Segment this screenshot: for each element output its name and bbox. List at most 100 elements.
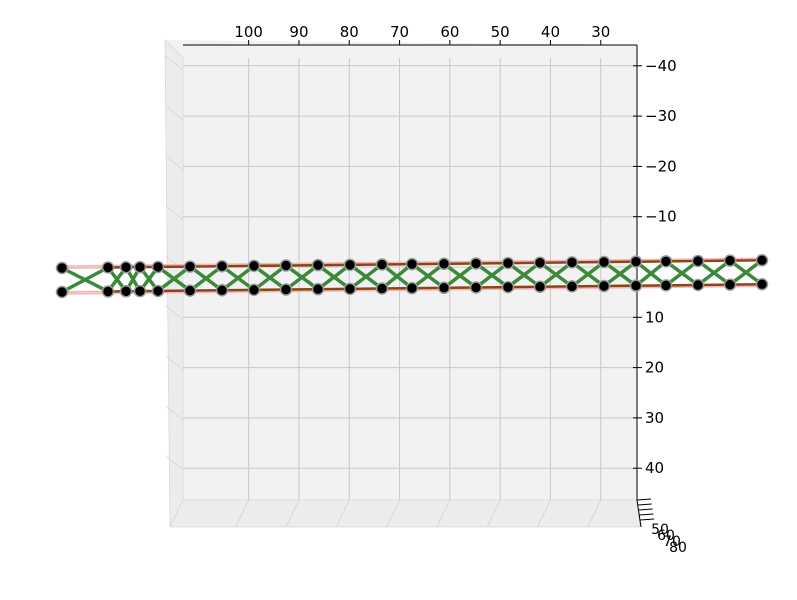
side-grid — [165, 55, 184, 71]
depth-tick-label: 50 — [651, 522, 669, 538]
truss-structure — [55, 254, 769, 299]
right-tick-label: −30 — [645, 107, 677, 125]
pane-face — [183, 58, 637, 500]
truss-node — [405, 281, 419, 295]
diagonal-member — [664, 259, 700, 287]
top-axis-ticks: 100 90 80 70 60 50 40 30 — [234, 23, 610, 45]
truss-node — [247, 259, 261, 273]
floor-grid — [587, 499, 602, 528]
truss-node — [533, 256, 547, 269]
side-grid — [165, 405, 184, 421]
diagonal-member — [252, 264, 288, 292]
top-tick-label: 80 — [340, 23, 359, 41]
right-tick-label: −10 — [645, 208, 677, 226]
floor-grid — [537, 499, 551, 528]
side-grid — [165, 155, 184, 171]
diagonal-member — [696, 259, 732, 287]
truss-node — [565, 256, 579, 269]
truss-node — [279, 259, 293, 272]
diagonal-member — [728, 258, 764, 287]
truss-node — [659, 279, 673, 292]
truss-node — [151, 284, 165, 298]
diagonal-member — [634, 259, 668, 288]
top-tick-label: 50 — [491, 23, 510, 41]
truss-node — [279, 283, 293, 296]
truss-node — [151, 260, 165, 274]
right-tick-label: −40 — [645, 57, 677, 75]
right-tick-label: 10 — [645, 308, 664, 326]
depth-tick-mark — [637, 503, 652, 506]
top-tick-label: 70 — [390, 23, 409, 41]
diagonal-member — [410, 262, 446, 290]
floor-grid — [285, 499, 300, 528]
depth-tick-mark — [636, 498, 652, 501]
diagonal-member — [380, 262, 414, 290]
top-tick-label: 100 — [234, 23, 263, 41]
floor-grid — [486, 499, 501, 528]
diagonal-member — [538, 260, 574, 289]
top-tick-label: 40 — [541, 23, 560, 41]
diagonal-member — [188, 264, 224, 292]
truss-node — [723, 278, 737, 291]
truss-node — [133, 284, 147, 298]
truss-node — [501, 280, 515, 294]
end-chord — [61, 290, 109, 293]
right-tick-label: −20 — [645, 157, 677, 175]
diagonal-member — [156, 265, 192, 293]
diagonal-member — [284, 263, 320, 291]
truss-node — [101, 285, 115, 298]
truss-node — [183, 284, 197, 297]
depth-tick-label: 80 — [669, 540, 687, 556]
axis-lines — [183, 44, 642, 528]
floor-grid — [386, 499, 400, 528]
side-grid — [165, 355, 184, 371]
truss-node — [597, 279, 611, 293]
diagonal-member — [316, 263, 352, 291]
side-grid — [165, 205, 184, 221]
truss-node — [437, 281, 451, 295]
truss-node — [343, 282, 357, 296]
right-tick-label: 20 — [645, 359, 664, 377]
truss-node — [55, 261, 69, 275]
truss-node — [247, 283, 261, 297]
truss-node — [183, 260, 197, 273]
floor-grid — [235, 499, 250, 528]
truss-node — [405, 257, 419, 271]
right-tick-label: 30 — [645, 409, 664, 427]
truss-node — [755, 254, 769, 267]
diagonal-member — [506, 261, 542, 289]
truss-node — [691, 278, 705, 292]
back-pane — [164, 39, 641, 528]
depth-tick-mark — [640, 518, 655, 521]
depth-tick-label: 60 — [657, 528, 675, 544]
truss-node — [133, 260, 147, 274]
truss-node — [55, 285, 69, 299]
truss-node — [629, 255, 643, 268]
right-axis-ticks: −40 −30 −20 −10 10 20 30 40 — [633, 57, 677, 477]
floor-pane — [169, 499, 641, 528]
side-grid — [165, 105, 184, 121]
truss-node — [723, 254, 737, 267]
truss-node — [565, 280, 579, 293]
diagonal-member — [348, 263, 384, 291]
depth-axis-line — [636, 499, 642, 528]
diagonal-member — [442, 262, 478, 290]
depth-tick-mark — [639, 513, 654, 516]
end-chord — [61, 266, 109, 269]
truss-node — [501, 256, 515, 270]
depth-tick-mark — [638, 508, 653, 511]
truss-node — [119, 261, 133, 274]
truss-node — [755, 278, 769, 291]
diagonal-member — [570, 260, 606, 288]
truss-node — [375, 282, 389, 295]
truss-node — [659, 255, 673, 268]
top-tick-label: 30 — [591, 23, 610, 41]
floor-grid — [335, 499, 350, 528]
truss-node — [311, 258, 325, 272]
floor-grid — [436, 499, 451, 528]
truss-node — [469, 257, 483, 270]
truss-node — [691, 254, 705, 268]
